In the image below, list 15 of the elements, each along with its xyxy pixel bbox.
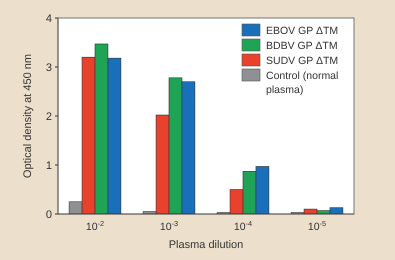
- legend-label: Control (normal plasma): [266, 70, 338, 96]
- x-tick-label: 10$^{-2}$: [86, 218, 104, 233]
- legend-label: EBOV GP ΔTM: [266, 25, 338, 37]
- y-tick-label: 2: [46, 110, 52, 123]
- x-tick-label: 10$^{-5}$: [308, 218, 326, 233]
- x-axis-title: Plasma dilution: [168, 239, 244, 251]
- y-tick-label: 0: [46, 208, 52, 221]
- y-axis-title: Optical density at 450 nm: [22, 54, 34, 178]
- legend-label: SUDV GP ΔTM: [266, 55, 338, 67]
- y-tick-label: 1: [46, 160, 52, 172]
- x-tick-label: 10$^{-4}$: [234, 218, 252, 233]
- legend-label: BDBV GP ΔTM: [266, 40, 338, 52]
- x-tick-label: 10$^{-3}$: [160, 218, 178, 233]
- y-tick-label: 3: [46, 62, 52, 74]
- y-tick-label: 4: [46, 12, 52, 25]
